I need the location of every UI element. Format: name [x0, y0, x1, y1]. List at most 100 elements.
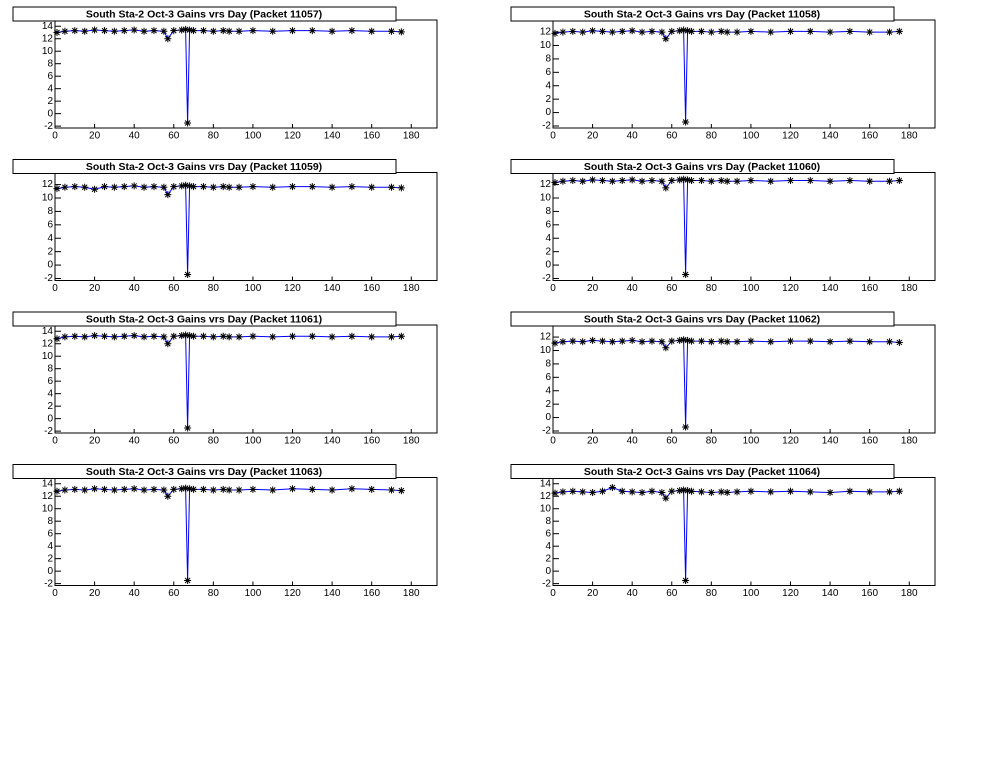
y-tick-label: 6 — [545, 67, 551, 78]
x-tick-label: 60 — [168, 588, 180, 599]
chart-title: South Sta-2 Oct-3 Gains vrs Day (Packet … — [86, 466, 322, 478]
data-marker — [648, 337, 656, 345]
data-marker — [682, 118, 690, 126]
data-marker — [846, 27, 854, 35]
data-marker — [368, 485, 376, 493]
plot-frame — [552, 172, 936, 281]
data-marker — [182, 484, 190, 492]
data-marker — [91, 26, 99, 34]
x-tick-label: 0 — [550, 131, 556, 142]
y-tick-label: 10 — [540, 193, 552, 204]
data-marker — [747, 337, 755, 345]
data-marker — [289, 332, 297, 340]
y-tick-label: 12 — [540, 179, 552, 190]
y-tick-label: 4 — [545, 233, 551, 244]
y-tick-label: 8 — [545, 516, 551, 527]
data-marker — [551, 489, 559, 497]
data-marker — [551, 29, 559, 37]
data-marker — [697, 488, 705, 496]
data-marker — [589, 488, 597, 496]
data-marker — [225, 27, 233, 35]
x-tick-label: 120 — [782, 131, 799, 142]
x-tick-label: 20 — [587, 283, 599, 294]
data-marker — [787, 177, 795, 185]
data-marker — [589, 336, 597, 344]
x-tick-label: 100 — [743, 283, 760, 294]
data-marker — [182, 25, 190, 33]
y-tick-label: 8 — [545, 206, 551, 217]
data-marker — [648, 177, 656, 185]
data-marker — [110, 27, 118, 35]
data-marker — [733, 28, 741, 36]
data-marker — [579, 28, 587, 36]
data-marker — [846, 337, 854, 345]
y-tick-label: -2 — [542, 578, 551, 589]
x-tick-label: 120 — [284, 283, 301, 294]
data-marker — [91, 332, 99, 340]
data-marker — [618, 487, 626, 495]
data-marker — [249, 27, 257, 35]
x-tick-label: 0 — [52, 283, 58, 294]
x-tick-label: 100 — [245, 131, 262, 142]
data-marker — [569, 487, 577, 495]
y-tick-label: 6 — [47, 219, 53, 230]
y-tick-label: 12 — [42, 33, 54, 44]
data-marker — [269, 486, 277, 494]
y-tick-label: 2 — [545, 246, 551, 257]
data-marker — [140, 27, 148, 35]
x-tick-label: 100 — [245, 436, 262, 447]
x-tick-label: 0 — [52, 436, 58, 447]
x-tick-label: 160 — [363, 283, 380, 294]
data-marker — [170, 183, 178, 191]
data-marker — [160, 183, 168, 191]
data-marker — [269, 183, 277, 191]
data-marker — [723, 28, 731, 36]
x-tick-label: 100 — [743, 131, 760, 142]
data-marker — [130, 26, 138, 34]
data-marker — [767, 338, 775, 346]
title-box — [12, 159, 397, 174]
data-marker — [551, 339, 559, 347]
x-tick-label: 40 — [129, 283, 141, 294]
data-marker — [160, 486, 168, 494]
x-tick-label: 60 — [168, 436, 180, 447]
data-marker — [186, 332, 194, 340]
y-tick-label: -2 — [44, 121, 53, 132]
data-marker — [885, 177, 893, 185]
data-marker — [707, 177, 715, 185]
data-marker — [186, 485, 194, 493]
data-marker — [387, 183, 395, 191]
data-marker — [684, 176, 692, 184]
data-marker — [658, 338, 666, 346]
data-marker — [680, 486, 688, 494]
data-marker — [235, 27, 243, 35]
data-marker — [120, 27, 128, 35]
plot-frame — [552, 19, 936, 129]
data-marker — [806, 488, 814, 496]
x-tick-label: 40 — [627, 588, 639, 599]
y-tick-label: 6 — [47, 71, 53, 82]
data-marker — [676, 27, 684, 35]
data-marker — [308, 485, 316, 493]
y-tick-label: -2 — [44, 273, 53, 284]
x-tick-label: 80 — [706, 131, 718, 142]
data-marker — [684, 336, 692, 344]
data-marker — [598, 487, 606, 495]
data-marker — [680, 26, 688, 34]
data-marker — [170, 27, 178, 35]
x-tick-label: 140 — [822, 588, 839, 599]
data-marker — [569, 27, 577, 35]
y-tick-label: 6 — [545, 219, 551, 230]
data-marker — [397, 487, 405, 495]
y-tick-label: 4 — [545, 541, 551, 552]
data-marker — [190, 27, 198, 35]
data-marker — [190, 485, 198, 493]
data-marker — [767, 488, 775, 496]
data-marker — [668, 177, 676, 185]
y-tick-label: 8 — [47, 206, 53, 217]
data-marker — [895, 177, 903, 185]
data-marker — [680, 336, 688, 344]
data-marker — [81, 27, 89, 35]
data-marker — [368, 333, 376, 341]
x-tick-label: 80 — [208, 131, 220, 142]
